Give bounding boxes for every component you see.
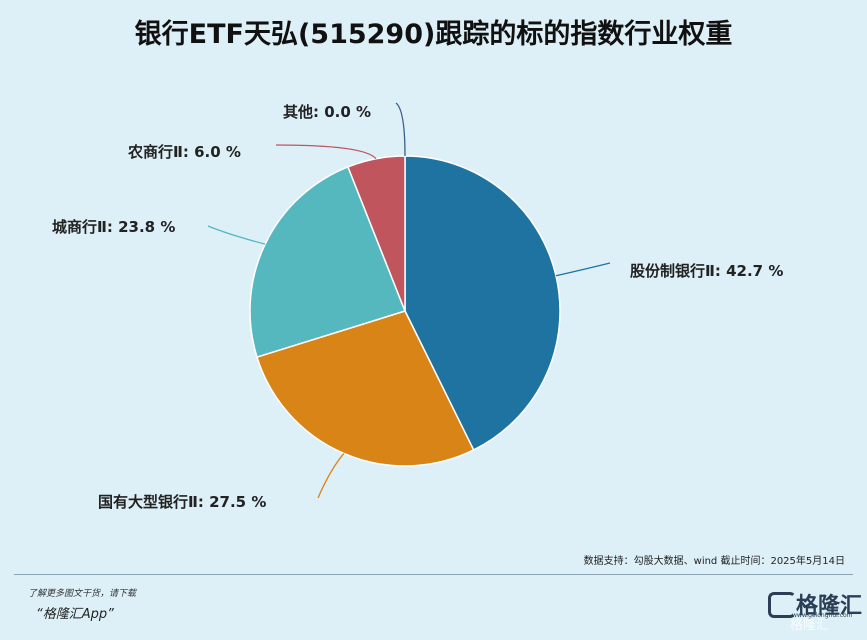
slice-label: 城商行Ⅱ: 23.8 % xyxy=(52,218,175,236)
leader-line xyxy=(275,144,377,160)
slice-label: 股份制银行Ⅱ: 42.7 % xyxy=(630,262,783,280)
leader-line xyxy=(317,453,345,499)
brand-url: www.gelonghui.com xyxy=(792,612,853,619)
chart-title: 银行ETF天弘(515290)跟踪的标的指数行业权重 xyxy=(134,19,733,50)
footer-divider xyxy=(14,574,853,575)
brand-name: 格隆汇 xyxy=(796,594,863,619)
corner-watermark: 格隆汇 xyxy=(790,618,830,633)
leader-line xyxy=(207,225,266,245)
promo-app-name: “格隆汇App” xyxy=(36,607,114,622)
pie-slice xyxy=(346,155,406,312)
slice-label: 其他: 0.0 % xyxy=(283,103,371,121)
data-source-note: 数据支持：勾股大数据、wind 截止时间：2025年5月14日 xyxy=(583,556,845,567)
brand-logo-icon xyxy=(768,592,796,618)
leader-lines xyxy=(207,102,611,499)
pie-slice xyxy=(404,155,561,451)
slice-label: 国有大型银行Ⅱ: 27.5 % xyxy=(98,493,266,511)
pie-slices xyxy=(249,155,561,467)
leader-line xyxy=(555,262,611,277)
leader-line xyxy=(395,102,406,157)
promo-text: 了解更多图文干货，请下载 xyxy=(28,589,137,599)
slice-label: 农商行Ⅱ: 6.0 % xyxy=(127,143,241,161)
slice-labels: 股份制银行Ⅱ: 42.7 % 国有大型银行Ⅱ: 27.5 % 城商行Ⅱ: 23.8 … xyxy=(52,103,783,511)
pie-slice xyxy=(256,310,475,467)
